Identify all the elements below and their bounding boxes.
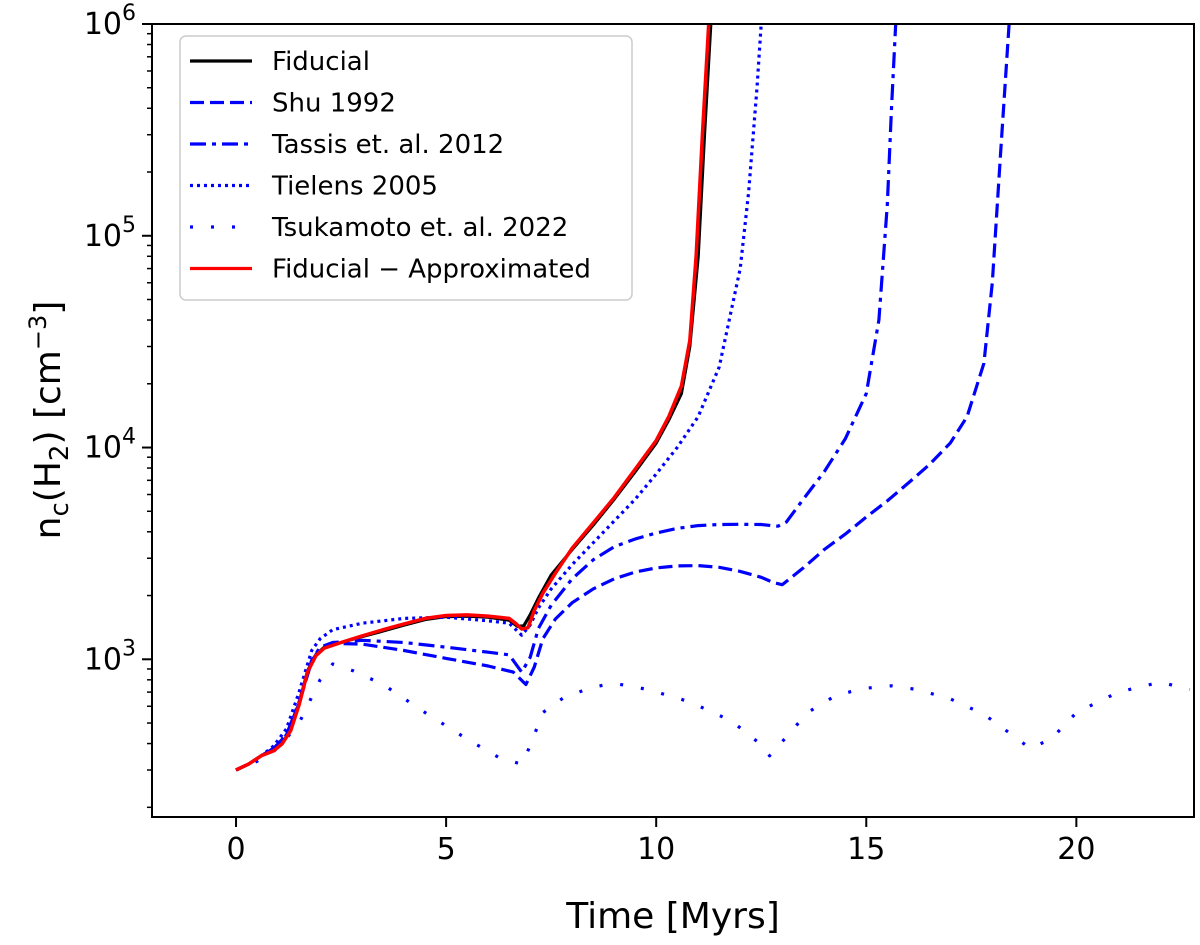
y-tick-label: 106 bbox=[84, 1, 136, 42]
legend-label-3: Tielens 2005 bbox=[271, 172, 438, 202]
y-tick-label: 105 bbox=[84, 213, 136, 254]
x-tick-label: 0 bbox=[226, 832, 245, 867]
series-line-4 bbox=[235, 662, 1191, 772]
legend-label-5: Fiducial − Approximated bbox=[272, 255, 591, 285]
legend-label-2: Tassis et. al. 2012 bbox=[271, 130, 504, 160]
series-line-1 bbox=[235, 24, 1011, 772]
series-line-3 bbox=[235, 24, 763, 772]
y-tick-label: 103 bbox=[84, 636, 136, 677]
series-layer bbox=[235, 24, 1191, 772]
y-tick-label: 104 bbox=[84, 425, 136, 466]
legend: Fiducial Shu 1992 Tassis et. al. 2012 Tiele… bbox=[179, 35, 633, 301]
plot-frame bbox=[151, 23, 1195, 818]
x-axis: 0 5 10 15 20 bbox=[226, 817, 1095, 867]
x-tick-label: 15 bbox=[847, 832, 885, 867]
x-axis-title: Time [Myrs] bbox=[565, 896, 780, 937]
legend-label-1: Shu 1992 bbox=[272, 89, 396, 119]
x-tick-label: 20 bbox=[1057, 832, 1095, 867]
x-tick-label: 5 bbox=[437, 832, 456, 867]
legend-box bbox=[179, 35, 633, 301]
y-axis: 103 104 105 106 bbox=[84, 1, 152, 809]
legend-label-0: Fiducial bbox=[272, 47, 370, 77]
legend-label-4: Tsukamoto et. al. 2022 bbox=[271, 213, 568, 243]
y-axis-title: nc(H2) [cm−3] bbox=[24, 301, 75, 540]
x-tick-label: 10 bbox=[637, 832, 675, 867]
series-line-5 bbox=[235, 24, 711, 772]
